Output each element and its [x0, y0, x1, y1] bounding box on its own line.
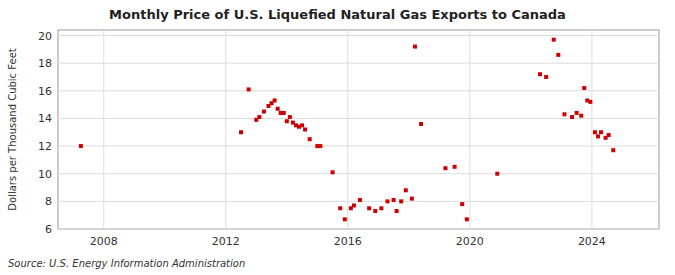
y-axis-label: Dollars per Thousand Cubic Feet	[7, 48, 18, 211]
x-grid-line	[347, 30, 348, 229]
point	[593, 130, 597, 134]
y-grid-line	[58, 90, 659, 91]
point	[338, 206, 342, 210]
point	[239, 130, 243, 134]
point	[373, 209, 377, 213]
y-grid-line	[58, 35, 659, 36]
title: Monthly Price of U.S. Liquefied Natural …	[109, 7, 566, 22]
point	[262, 110, 266, 114]
point	[599, 130, 603, 134]
axes: 6 8 10 12 14 16 18 20 2008 2012 2016 2020 2024	[38, 30, 606, 248]
point	[588, 100, 592, 104]
point	[404, 188, 408, 192]
x-tick-label: 2012	[212, 235, 240, 248]
point	[352, 204, 356, 208]
point	[343, 217, 347, 221]
point	[611, 148, 615, 152]
y-tick-label: 18	[38, 57, 52, 70]
point	[453, 165, 457, 169]
point	[582, 86, 586, 90]
point	[538, 72, 542, 76]
point	[544, 75, 548, 79]
x-tick-label: 2008	[90, 235, 118, 248]
point	[303, 128, 307, 132]
point	[596, 134, 600, 138]
point	[419, 122, 423, 126]
point	[288, 115, 292, 119]
point	[247, 87, 251, 91]
y-grid-line	[58, 63, 659, 64]
x-tick-label: 2024	[578, 235, 606, 248]
point	[367, 206, 371, 210]
point	[79, 144, 83, 148]
point	[562, 112, 566, 116]
point	[282, 111, 286, 115]
x-grid-line	[225, 30, 226, 229]
x-grid-line	[591, 30, 592, 229]
y-tick-label: 20	[38, 30, 52, 43]
y-tick-label: 14	[38, 112, 52, 125]
plot-frame	[58, 30, 659, 229]
point	[395, 209, 399, 213]
y-grid-line	[58, 229, 659, 230]
point	[385, 199, 389, 203]
x-tick-label: 2016	[334, 235, 362, 248]
y-grid-line	[58, 173, 659, 174]
point	[379, 206, 383, 210]
y-grid-line	[58, 146, 659, 147]
point	[465, 217, 469, 221]
point	[273, 98, 277, 102]
points	[79, 38, 615, 222]
point	[570, 115, 574, 119]
y-tick-label: 8	[45, 195, 52, 208]
chart-svg: 6 8 10 12 14 16 18 20 2008 2012 2016 2020 2024 Monthl…	[0, 0, 675, 275]
point	[392, 198, 396, 202]
point	[318, 144, 322, 148]
point	[556, 53, 560, 57]
chart-container: 6 8 10 12 14 16 18 20 2008 2012 2016 2020 2024 Monthl…	[0, 0, 675, 275]
y-tick-label: 16	[38, 85, 52, 98]
point	[413, 45, 417, 49]
point	[443, 166, 447, 170]
point	[257, 115, 261, 119]
point	[276, 107, 280, 111]
point	[358, 198, 362, 202]
x-grid-line	[103, 30, 104, 229]
y-tick-label: 10	[38, 168, 52, 181]
point	[579, 114, 583, 118]
point	[552, 38, 556, 42]
point	[399, 199, 403, 203]
point	[308, 137, 312, 141]
grid	[58, 30, 659, 229]
point	[300, 123, 304, 127]
point	[607, 133, 611, 137]
point	[460, 202, 464, 206]
point	[285, 119, 289, 123]
y-tick-label: 6	[45, 223, 52, 236]
point	[410, 197, 414, 201]
y-grid-line	[58, 118, 659, 119]
y-tick-label: 12	[38, 140, 52, 153]
x-grid-line	[469, 30, 470, 229]
point	[575, 111, 579, 115]
point	[331, 170, 335, 174]
x-tick-label: 2020	[456, 235, 484, 248]
source-note: Source: U.S. Energy Information Administ…	[8, 258, 245, 269]
point	[495, 172, 499, 176]
